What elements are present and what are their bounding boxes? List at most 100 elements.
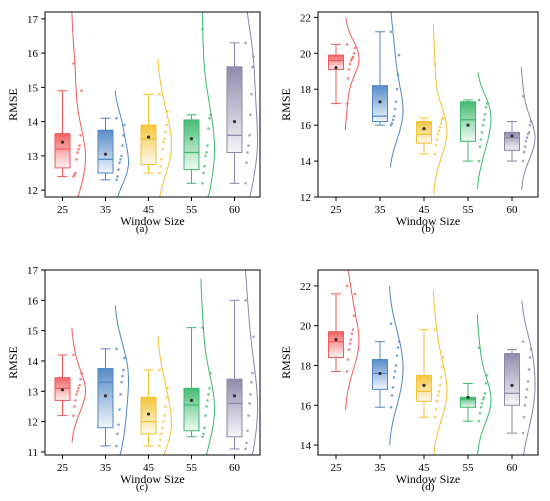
mean-marker bbox=[378, 371, 382, 376]
data-point bbox=[393, 107, 397, 111]
data-point bbox=[484, 105, 488, 109]
data-point bbox=[72, 353, 75, 357]
box-group-45 bbox=[140, 335, 173, 456]
mean-marker bbox=[422, 383, 426, 387]
data-point bbox=[72, 62, 75, 65]
data-point bbox=[351, 328, 355, 331]
mean-marker bbox=[510, 383, 514, 387]
panel-label: (a) bbox=[136, 223, 149, 235]
data-point bbox=[435, 399, 439, 403]
plot-frame bbox=[44, 269, 261, 456]
x-axis-title: Window Size bbox=[120, 214, 185, 228]
box bbox=[504, 131, 520, 151]
data-point bbox=[479, 405, 483, 409]
x-tick-label: 55 bbox=[186, 462, 198, 474]
data-point bbox=[118, 408, 121, 411]
box-group-55 bbox=[183, 278, 216, 456]
data-point bbox=[434, 407, 438, 411]
y-tick-label: 12 bbox=[300, 192, 311, 204]
data-point bbox=[73, 405, 76, 408]
box-group-35 bbox=[372, 11, 404, 168]
violin-curve bbox=[345, 269, 360, 410]
data-point bbox=[392, 114, 396, 118]
plot-frame bbox=[317, 11, 539, 198]
mean-marker bbox=[103, 152, 108, 156]
data-point bbox=[433, 415, 437, 419]
violin-curve bbox=[157, 58, 172, 198]
data-point bbox=[481, 398, 485, 401]
data-point bbox=[74, 399, 77, 402]
y-tick-label: 15 bbox=[27, 326, 39, 338]
data-point bbox=[160, 158, 163, 161]
chart-panel: 11 12 13 14 15 16 17 RMSE 25 35 45 55 60 Window Size(… bbox=[6, 265, 261, 493]
mean-marker bbox=[510, 134, 514, 138]
y-tick-label: 12 bbox=[27, 185, 38, 197]
data-point bbox=[438, 125, 442, 129]
violin-curve bbox=[432, 290, 448, 456]
y-axis-title: RMSE bbox=[279, 88, 293, 121]
x-tick-label: 25 bbox=[57, 204, 69, 216]
data-point bbox=[165, 123, 168, 127]
data-point bbox=[246, 151, 249, 154]
y-tick-label: 14 bbox=[300, 440, 312, 452]
plot-frame bbox=[317, 269, 539, 456]
data-point bbox=[207, 127, 210, 130]
data-point bbox=[434, 143, 438, 147]
data-point bbox=[163, 414, 166, 417]
box bbox=[140, 124, 157, 165]
data-point bbox=[477, 98, 481, 102]
data-point bbox=[248, 402, 251, 405]
data-point bbox=[207, 393, 210, 396]
box bbox=[226, 66, 243, 153]
data-point bbox=[521, 95, 525, 98]
violin-curve bbox=[200, 11, 216, 198]
x-tick-label: 25 bbox=[57, 462, 69, 474]
data-point bbox=[389, 405, 393, 409]
data-point bbox=[123, 356, 126, 360]
data-point bbox=[78, 144, 81, 147]
y-tick-label: 16 bbox=[27, 295, 39, 307]
box-group-45 bbox=[140, 58, 172, 198]
data-point bbox=[115, 347, 118, 351]
data-point bbox=[391, 386, 395, 389]
data-point bbox=[352, 314, 356, 318]
y-tick-label: 14 bbox=[27, 356, 39, 368]
box bbox=[416, 374, 432, 402]
mean-marker bbox=[232, 120, 237, 124]
data-point bbox=[203, 164, 206, 168]
data-point bbox=[250, 380, 253, 384]
y-tick-label: 16 bbox=[27, 48, 39, 60]
data-point bbox=[351, 55, 355, 59]
data-point bbox=[249, 393, 252, 396]
y-axis-title: RMSE bbox=[279, 346, 293, 379]
x-tick-label: 25 bbox=[331, 462, 343, 474]
box-group-60 bbox=[226, 269, 258, 456]
data-point bbox=[352, 52, 356, 55]
box bbox=[504, 353, 520, 406]
data-point bbox=[394, 364, 398, 367]
mean-marker bbox=[466, 123, 470, 127]
violin-curve bbox=[389, 286, 404, 445]
data-point bbox=[347, 348, 351, 351]
box-group-25 bbox=[54, 12, 87, 198]
data-point bbox=[349, 338, 353, 341]
data-point bbox=[433, 152, 437, 156]
data-point bbox=[353, 292, 357, 296]
data-point bbox=[478, 411, 482, 415]
violin-curve bbox=[477, 72, 492, 189]
data-point bbox=[248, 134, 251, 137]
data-point bbox=[165, 396, 168, 399]
mean-marker bbox=[334, 338, 338, 342]
data-point bbox=[115, 444, 118, 448]
data-point bbox=[391, 118, 395, 122]
data-point bbox=[247, 144, 250, 147]
data-point bbox=[75, 158, 78, 161]
box-group-60 bbox=[504, 67, 536, 191]
data-point bbox=[164, 130, 167, 134]
y-tick-label: 14 bbox=[27, 117, 39, 129]
data-point bbox=[120, 154, 123, 158]
data-point bbox=[72, 414, 75, 417]
data-point bbox=[440, 366, 444, 369]
data-point bbox=[202, 432, 205, 436]
data-point bbox=[79, 377, 82, 381]
